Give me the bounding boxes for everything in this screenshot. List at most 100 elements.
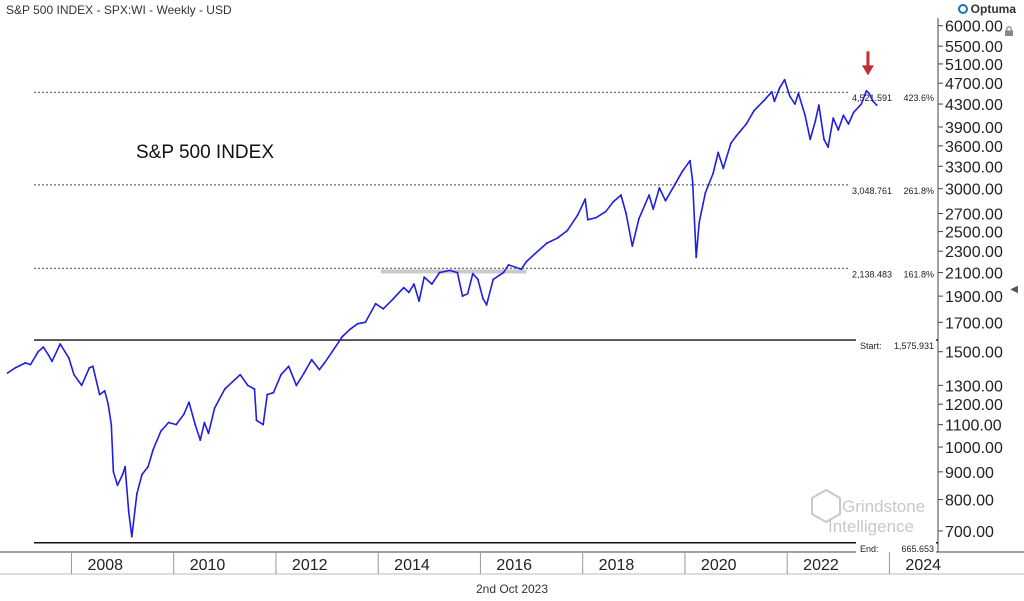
- price-point: [51, 360, 53, 363]
- y-tick-label: 4700.00: [945, 76, 1003, 93]
- x-tick-label: 2018: [599, 557, 635, 574]
- price-point: [485, 304, 488, 306]
- level-ratio-label: 1,575.931: [894, 341, 934, 351]
- price-point: [24, 362, 27, 364]
- price-point: [852, 111, 855, 114]
- price-point: [576, 214, 579, 217]
- price-point: [130, 535, 133, 538]
- scroll-left-icon[interactable]: ◀: [1010, 284, 1018, 295]
- optuma-logo-text: Optuma: [970, 2, 1016, 16]
- price-point: [47, 353, 50, 356]
- price-point: [827, 146, 829, 149]
- price-point: [147, 465, 150, 468]
- price-point: [735, 135, 737, 138]
- level-value-label: Start:: [860, 341, 882, 351]
- price-point: [253, 388, 256, 390]
- level-value-label: End:: [860, 544, 879, 554]
- price-point: [586, 218, 589, 221]
- price-point: [323, 362, 326, 364]
- price-point: [231, 380, 234, 383]
- price-point: [88, 367, 91, 369]
- price-point: [167, 421, 170, 424]
- price-point: [689, 159, 691, 162]
- price-point: [194, 423, 197, 426]
- price-point: [868, 92, 870, 95]
- price-point: [207, 432, 210, 435]
- y-tick-label: 3900.00: [945, 120, 1003, 137]
- price-point: [183, 413, 185, 416]
- price-point: [625, 212, 628, 215]
- price-point: [814, 120, 817, 122]
- price-point: [865, 89, 868, 92]
- price-point: [875, 104, 878, 107]
- price-point: [6, 372, 9, 374]
- price-point: [783, 78, 786, 81]
- x-tick-label: 2012: [292, 557, 328, 574]
- y-tick-label: 5100.00: [945, 57, 1003, 74]
- level-ratio-label: 423.6%: [903, 93, 934, 103]
- watermark-logo-icon: [811, 488, 841, 524]
- price-point: [809, 138, 812, 141]
- price-point: [502, 271, 505, 274]
- price-point: [507, 263, 510, 266]
- x-tick-label: 2008: [87, 557, 123, 574]
- price-point: [188, 401, 190, 404]
- price-point: [520, 268, 523, 271]
- lock-icon[interactable]: [1004, 26, 1014, 36]
- price-point: [29, 363, 32, 366]
- price-point: [525, 260, 528, 263]
- level-label-bg: [856, 541, 936, 554]
- price-point: [594, 216, 597, 219]
- price-point: [175, 423, 178, 426]
- level-value-label: 3,048.761: [852, 186, 892, 196]
- price-point: [817, 104, 820, 107]
- watermark-line2: Intelligence: [828, 517, 914, 536]
- y-tick-label: 1900.00: [945, 289, 1003, 306]
- price-point: [116, 484, 119, 487]
- price-point: [712, 172, 714, 175]
- y-tick-label: 2700.00: [945, 206, 1003, 223]
- price-point: [770, 90, 773, 93]
- price-point: [842, 114, 845, 117]
- price-point: [266, 393, 269, 396]
- price-point: [402, 286, 405, 289]
- price-point: [722, 167, 725, 170]
- y-tick-label: 3300.00: [945, 159, 1003, 176]
- price-point: [652, 208, 655, 211]
- price-point: [638, 217, 640, 220]
- price-point: [127, 510, 130, 513]
- y-tick-label: 1700.00: [945, 315, 1003, 332]
- price-point: [280, 373, 282, 376]
- price-point: [804, 114, 806, 117]
- price-point: [476, 278, 479, 281]
- x-tick-label: 2024: [905, 557, 941, 574]
- level-ratio-label: 665.653: [901, 544, 934, 554]
- level-ratio-label: 161.8%: [903, 269, 934, 279]
- price-point: [423, 276, 426, 279]
- price-point: [103, 389, 106, 392]
- y-tick-label: 1000.00: [945, 440, 1003, 457]
- price-point: [584, 198, 587, 201]
- level-value-label: 2,138.483: [852, 269, 892, 279]
- price-point: [704, 191, 707, 194]
- price-point: [681, 170, 684, 173]
- price-point: [695, 256, 698, 259]
- price-point: [535, 251, 538, 254]
- price-point: [110, 423, 113, 426]
- price-point: [763, 99, 766, 102]
- price-point: [418, 300, 420, 303]
- price-point: [213, 407, 216, 410]
- price-point: [872, 100, 874, 103]
- price-point: [698, 221, 701, 224]
- level-label-bg: [856, 339, 936, 352]
- price-point: [295, 384, 298, 387]
- price-point: [773, 100, 776, 103]
- price-point: [430, 283, 433, 285]
- price-point: [199, 439, 202, 442]
- price-point: [413, 283, 415, 285]
- price-point: [545, 242, 548, 245]
- price-point: [92, 365, 94, 368]
- y-tick-label: 5500.00: [945, 39, 1003, 56]
- price-point: [832, 117, 835, 120]
- price-point: [272, 391, 275, 394]
